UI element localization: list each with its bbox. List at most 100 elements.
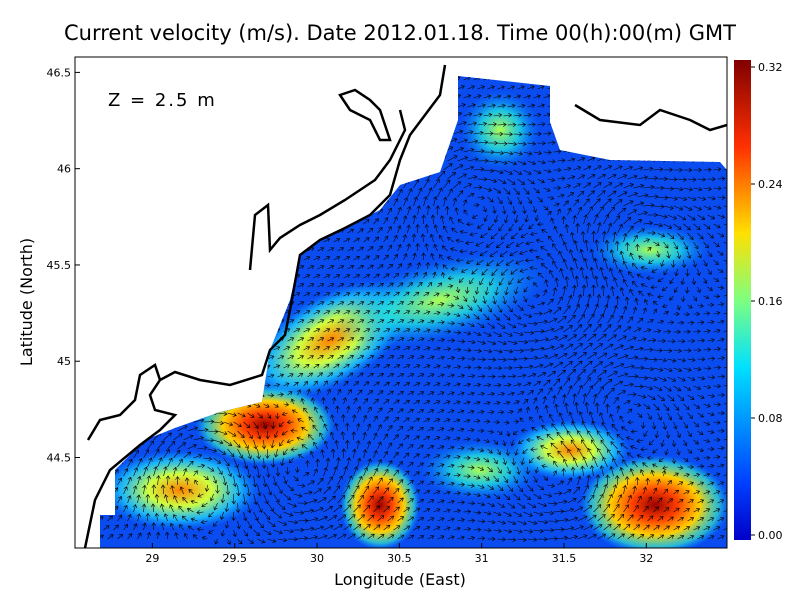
current-arrow <box>507 340 518 345</box>
current-arrow <box>503 349 514 354</box>
current-arrow <box>497 196 503 205</box>
current-arrow <box>497 448 502 456</box>
current-arrow <box>696 268 701 277</box>
current-arrow <box>677 103 685 108</box>
current-arrow <box>637 85 645 90</box>
current-arrow <box>487 357 497 362</box>
current-arrow <box>600 439 608 450</box>
current-arrow <box>94 471 100 476</box>
current-arrow <box>453 347 462 352</box>
current-arrow <box>197 391 207 396</box>
current-arrow <box>387 515 395 522</box>
current-arrow <box>703 94 711 99</box>
current-arrow <box>566 430 574 441</box>
current-arrow <box>127 476 132 486</box>
current-arrow <box>323 148 331 153</box>
current-arrow <box>147 247 155 252</box>
current-arrow <box>714 58 720 62</box>
current-arrow <box>107 121 115 126</box>
current-arrow <box>253 310 261 315</box>
current-arrow <box>622 260 628 270</box>
current-arrow <box>243 274 251 279</box>
current-arrow <box>437 320 445 325</box>
current-arrow <box>237 355 245 360</box>
current-arrow <box>94 453 100 458</box>
current-arrow <box>297 454 304 459</box>
current-arrow <box>424 243 429 252</box>
current-arrow <box>88 85 94 89</box>
current-arrow <box>680 277 685 285</box>
current-arrow <box>637 228 646 234</box>
current-arrow <box>571 420 578 432</box>
current-arrow <box>127 157 135 162</box>
current-arrow <box>483 457 490 463</box>
current-arrow <box>242 475 248 488</box>
current-arrow <box>723 166 727 172</box>
current-arrow <box>197 301 205 306</box>
current-arrow <box>213 238 221 243</box>
current-arrow <box>194 479 199 486</box>
current-arrow <box>423 453 431 459</box>
current-arrow <box>133 467 139 477</box>
current-arrow <box>373 94 381 99</box>
current-arrow <box>357 103 365 108</box>
current-arrow <box>453 473 461 478</box>
current-arrow <box>473 365 482 370</box>
current-arrow <box>502 439 507 447</box>
current-arrow <box>573 486 580 495</box>
current-arrow <box>640 447 648 452</box>
current-arrow <box>263 76 271 81</box>
current-arrow <box>707 463 715 469</box>
current-arrow <box>523 398 529 405</box>
current-arrow <box>453 181 461 189</box>
current-arrow <box>301 444 308 450</box>
current-arrow <box>477 304 482 312</box>
current-arrow <box>107 425 115 432</box>
current-arrow <box>697 447 704 453</box>
current-arrow <box>694 58 700 62</box>
current-arrow <box>418 67 424 71</box>
current-arrow <box>223 202 231 207</box>
current-arrow <box>353 346 361 351</box>
current-arrow <box>619 250 624 261</box>
current-arrow <box>413 328 421 333</box>
current-arrow <box>263 130 271 135</box>
current-arrow <box>237 466 242 479</box>
current-arrow <box>313 274 321 279</box>
current-arrow <box>243 220 251 225</box>
current-arrow <box>517 160 527 166</box>
current-arrow <box>697 139 706 144</box>
current-arrow <box>681 295 686 303</box>
current-arrow <box>537 221 544 227</box>
current-arrow <box>207 121 215 126</box>
current-arrow <box>707 356 716 361</box>
current-arrow <box>616 434 624 441</box>
current-arrow <box>213 148 221 153</box>
current-arrow <box>273 184 281 189</box>
current-arrow <box>433 328 441 334</box>
current-arrow <box>508 67 514 71</box>
current-arrow <box>233 439 241 448</box>
current-arrow <box>523 313 533 319</box>
current-arrow <box>577 206 583 216</box>
current-arrow <box>154 58 160 62</box>
current-arrow <box>447 355 456 361</box>
current-arrow <box>308 434 314 441</box>
current-arrow <box>487 340 497 346</box>
current-arrow <box>362 414 368 423</box>
current-arrow <box>513 331 524 337</box>
current-arrow <box>563 305 571 315</box>
current-arrow <box>683 348 692 353</box>
current-arrow <box>317 193 325 198</box>
current-arrow <box>607 334 617 342</box>
current-arrow <box>387 244 393 252</box>
current-arrow <box>472 295 477 304</box>
current-arrow <box>425 261 431 270</box>
current-arrow <box>505 448 511 457</box>
current-arrow <box>487 448 493 454</box>
current-arrow <box>593 484 599 495</box>
current-arrow <box>333 524 343 531</box>
current-arrow <box>540 246 548 252</box>
current-arrow <box>443 311 451 317</box>
current-arrow <box>163 220 171 225</box>
